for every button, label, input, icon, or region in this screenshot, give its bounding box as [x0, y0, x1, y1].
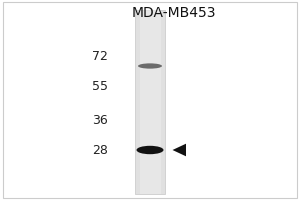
Text: 28: 28: [92, 144, 108, 156]
Ellipse shape: [138, 63, 162, 69]
Polygon shape: [172, 144, 186, 156]
Text: 36: 36: [92, 114, 108, 127]
Text: 55: 55: [92, 80, 108, 92]
Ellipse shape: [136, 146, 164, 154]
Text: MDA-MB453: MDA-MB453: [132, 6, 216, 20]
Text: 72: 72: [92, 49, 108, 62]
FancyBboxPatch shape: [140, 10, 160, 194]
FancyBboxPatch shape: [135, 10, 165, 194]
